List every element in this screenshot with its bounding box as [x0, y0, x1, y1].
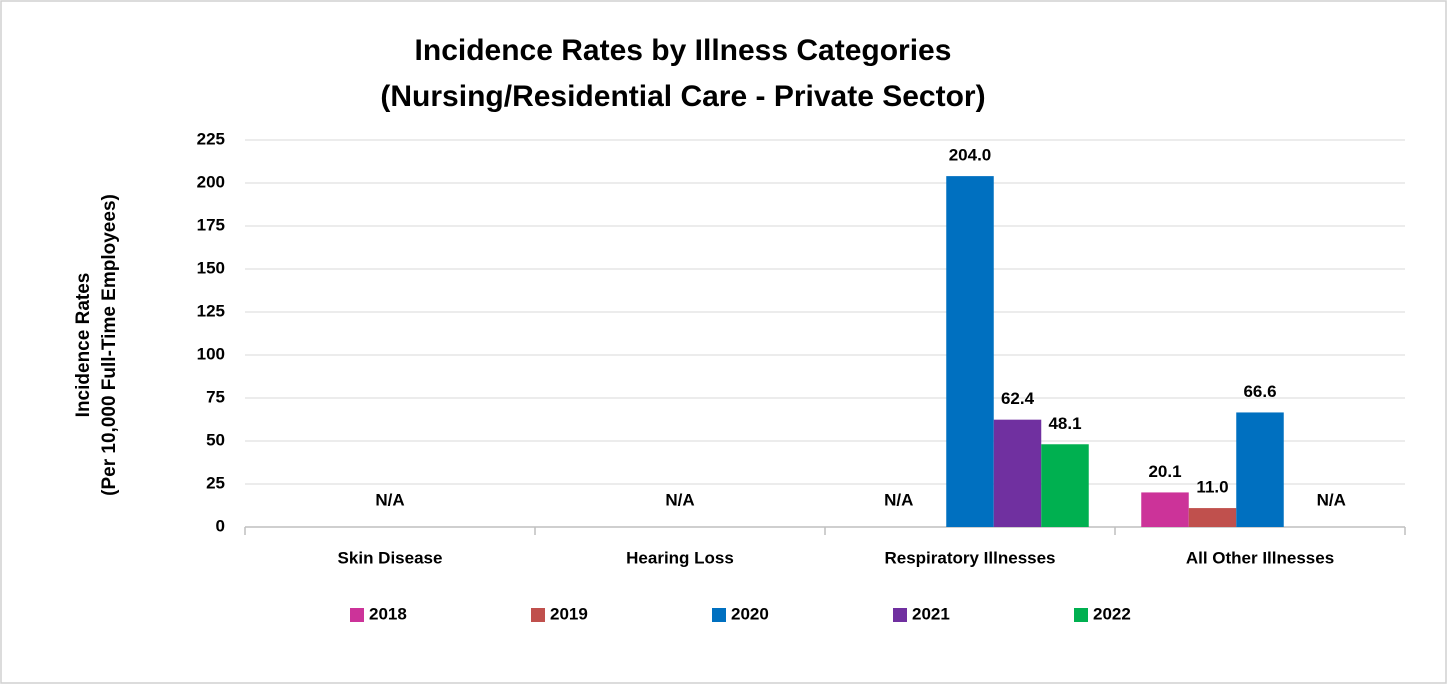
- y-tick-label: 150: [197, 258, 225, 277]
- x-tick-label: All Other Illnesses: [1186, 548, 1334, 567]
- y-tick-label: 0: [216, 516, 225, 535]
- x-tick-label: Skin Disease: [338, 548, 443, 567]
- bar: [1188, 508, 1237, 527]
- legend-swatch: [712, 608, 726, 622]
- data-label: 20.1: [1148, 462, 1181, 481]
- annotation: N/A: [375, 490, 404, 509]
- y-tick-label: 225: [197, 129, 225, 148]
- y-tick-label: 100: [197, 344, 225, 363]
- legend-label: 2018: [369, 604, 407, 623]
- legend-swatch: [893, 608, 907, 622]
- data-label: 11.0: [1196, 478, 1228, 497]
- chart-title: (Nursing/Residential Care - Private Sect…: [380, 80, 985, 113]
- y-tick-label: 25: [206, 473, 225, 492]
- bar: [993, 419, 1042, 527]
- y-axis-label: Incidence Rates: [73, 273, 94, 418]
- y-tick-label: 175: [197, 215, 225, 234]
- data-label: 66.6: [1243, 382, 1276, 401]
- annotation: N/A: [1317, 490, 1346, 509]
- data-label: 204.0: [949, 146, 992, 165]
- legend-label: 2020: [731, 604, 769, 623]
- legend-label: 2019: [550, 604, 588, 623]
- legend-swatch: [531, 608, 545, 622]
- bar: [1141, 492, 1189, 527]
- y-axis-label: (Per 10,000 Full-Time Employees): [99, 194, 120, 496]
- legend-swatch: [1074, 608, 1088, 622]
- y-tick-label: 75: [206, 387, 225, 406]
- y-tick-label: 200: [197, 172, 225, 191]
- bar: [1041, 444, 1089, 527]
- y-tick-label: 125: [197, 301, 225, 320]
- annotation: N/A: [665, 490, 694, 509]
- annotation: N/A: [884, 490, 913, 509]
- x-tick-label: Respiratory Illnesses: [884, 548, 1055, 567]
- x-tick-label: Hearing Loss: [626, 548, 734, 567]
- chart-title: Incidence Rates by Illness Categories: [415, 34, 952, 67]
- data-label: 62.4: [1001, 389, 1035, 408]
- legend-label: 2022: [1093, 604, 1131, 623]
- legend-swatch: [350, 608, 364, 622]
- bar: [946, 176, 994, 527]
- legend-label: 2021: [912, 604, 950, 623]
- bar: [1236, 412, 1284, 527]
- y-tick-label: 50: [206, 430, 225, 449]
- data-label: 48.1: [1048, 414, 1081, 433]
